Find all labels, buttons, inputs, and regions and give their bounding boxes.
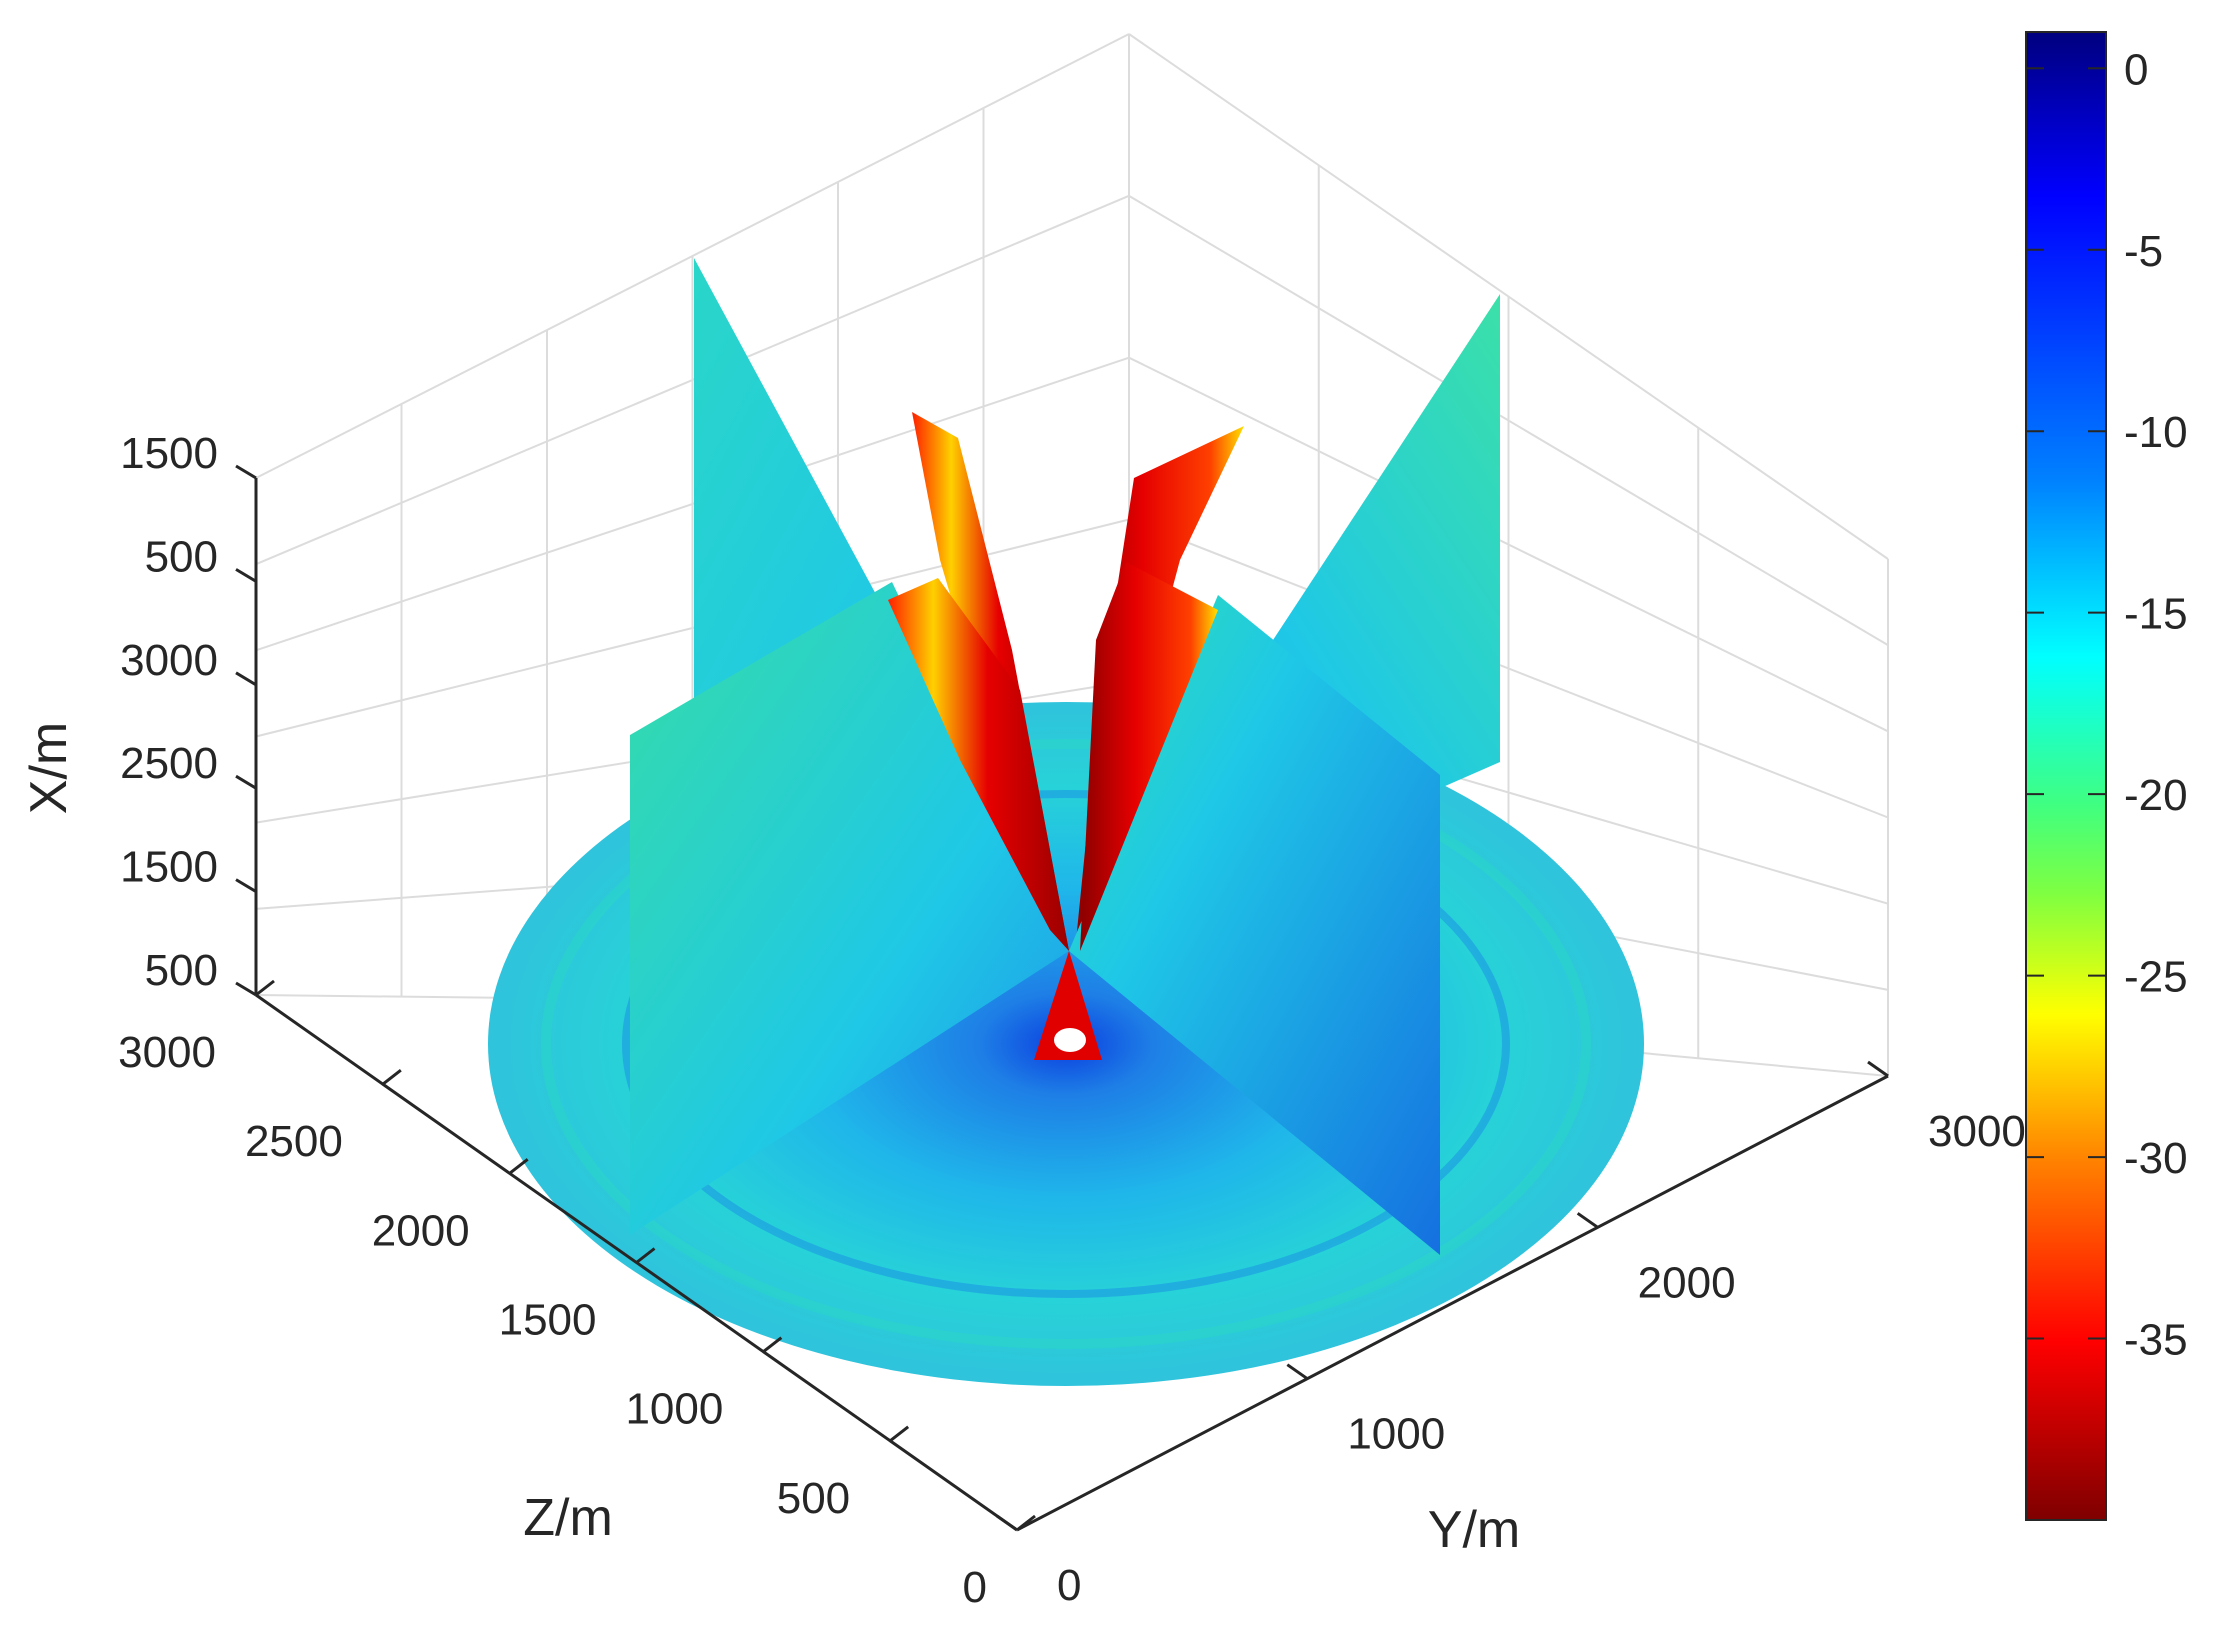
z-axis-tick-mark xyxy=(508,1158,529,1175)
data-center-hotspot xyxy=(1034,951,1102,1060)
z-axis-tick-label: 500 xyxy=(777,1474,850,1523)
x-axis-label: X/m xyxy=(20,722,78,814)
colorbar-ticks: 0 -5 -10 -15 -20 -25 -30 -35 xyxy=(2026,45,2188,1365)
vertical-axis-tick-mark xyxy=(235,878,257,893)
colorbar-tick-label: -30 xyxy=(2124,1134,2188,1183)
z-axis-tick-label: 2500 xyxy=(245,1117,343,1166)
colorbar-tick-label: -5 xyxy=(2124,227,2163,276)
y-axis-label: Y/m xyxy=(1428,1501,1520,1559)
z-axis-tick-label: 1500 xyxy=(499,1296,597,1345)
vertical-axis-tick-mark xyxy=(235,774,257,790)
colorbar-tick-label: -10 xyxy=(2124,408,2188,457)
y-axis-tick-label: 3000 xyxy=(1928,1107,2026,1156)
vertical-axis-ticks: 1500 500 3000 2500 1500 500 xyxy=(120,429,257,997)
vertical-axis-tick-mark xyxy=(235,568,257,583)
vertical-axis-tick-mark xyxy=(235,671,257,687)
z-axis-tick-label: 0 xyxy=(963,1563,987,1612)
y-axis-ticks: 0 1000 2000 3000 xyxy=(996,1060,2026,1610)
z-axis-tick-label: 1000 xyxy=(625,1385,723,1434)
vertical-axis-tick-label: 500 xyxy=(145,946,218,995)
data-wedge-front-left xyxy=(888,578,1069,951)
y-axis-line xyxy=(1016,1074,1889,1532)
vertical-axis-tick-label: 2500 xyxy=(120,739,218,788)
z-axis-tick-mark xyxy=(889,1425,910,1443)
y-axis-tick-mark xyxy=(1286,1363,1309,1380)
colorbar-tick-label: 0 xyxy=(2124,45,2148,94)
y-axis-tick-mark xyxy=(1867,1060,1889,1078)
z-axis-tick-mark xyxy=(1016,1514,1036,1532)
z-axis-tick-mark xyxy=(635,1247,656,1264)
z-axis-label: Z/m xyxy=(523,1489,613,1547)
y-axis-tick-label: 0 xyxy=(1057,1561,1081,1610)
disc-ring xyxy=(541,739,1591,1349)
z-axis-tick-mark xyxy=(255,979,275,997)
colorbar-tick-label: -15 xyxy=(2124,590,2188,639)
vertical-axis-tick-label: 3000 xyxy=(120,636,218,685)
y-axis-tick-label: 2000 xyxy=(1638,1258,1736,1307)
vertical-axis-tick-label: 1500 xyxy=(120,843,218,892)
z-axis-tick-label: 3000 xyxy=(118,1028,216,1077)
vertical-axis-tick-label: 500 xyxy=(145,532,218,581)
colorbar-tick-label: -20 xyxy=(2124,771,2188,820)
y-axis-tick-mark xyxy=(996,1514,1018,1532)
data-wedge-front-right xyxy=(1080,562,1218,951)
z-axis-tick-label: 2000 xyxy=(372,1206,470,1255)
colorbar xyxy=(2025,31,2107,1521)
vertical-axis-tick-label: 1500 xyxy=(120,429,218,478)
y-axis-tick-label: 1000 xyxy=(1347,1410,1445,1459)
data-plane-front-right xyxy=(1069,595,1440,1255)
vertical-axis-tick-mark xyxy=(235,464,257,480)
z-axis-ticks: 3000 2500 2000 1500 1000 500 0 xyxy=(118,979,1036,1612)
colorbar-tick-label: -25 xyxy=(2124,953,2188,1002)
vertical-axis-tick-mark xyxy=(235,981,257,997)
data-center-hotspot-white xyxy=(1054,1028,1086,1052)
z-axis-tick-mark xyxy=(762,1336,783,1353)
z-axis-tick-mark xyxy=(381,1068,402,1086)
colorbar-tick-label: -35 xyxy=(2124,1316,2188,1365)
disc-ring xyxy=(622,790,1510,1298)
y-axis-tick-mark xyxy=(1576,1212,1599,1229)
